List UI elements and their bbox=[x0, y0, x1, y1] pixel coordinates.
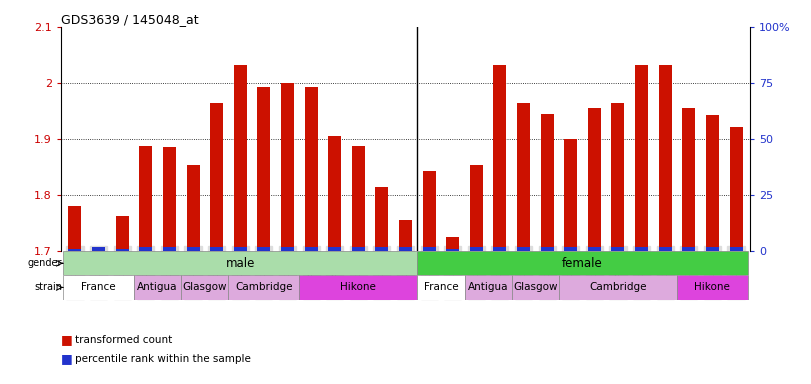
Bar bbox=[541, 247, 554, 251]
Bar bbox=[706, 115, 719, 251]
Bar bbox=[139, 146, 152, 251]
Text: gender: gender bbox=[28, 258, 62, 268]
Text: ■: ■ bbox=[61, 333, 72, 346]
Bar bbox=[588, 108, 601, 251]
Bar bbox=[682, 247, 695, 251]
Bar bbox=[512, 275, 559, 300]
Bar bbox=[92, 250, 105, 251]
Bar bbox=[564, 139, 577, 251]
Bar bbox=[63, 251, 418, 275]
Text: Cambridge: Cambridge bbox=[590, 283, 646, 293]
Bar bbox=[257, 247, 270, 251]
Bar bbox=[299, 275, 418, 300]
Bar bbox=[63, 275, 134, 300]
Bar bbox=[493, 247, 506, 251]
Bar bbox=[234, 247, 247, 251]
Text: percentile rank within the sample: percentile rank within the sample bbox=[75, 354, 251, 364]
Bar bbox=[559, 275, 677, 300]
Text: GDS3639 / 145048_at: GDS3639 / 145048_at bbox=[61, 13, 199, 26]
Bar bbox=[92, 247, 105, 251]
Bar bbox=[423, 171, 436, 251]
Bar bbox=[375, 187, 388, 251]
Text: Antigua: Antigua bbox=[468, 283, 508, 293]
Text: France: France bbox=[81, 283, 116, 293]
Bar bbox=[305, 247, 318, 251]
Bar bbox=[470, 166, 483, 251]
Text: transformed count: transformed count bbox=[75, 335, 172, 345]
Bar bbox=[352, 146, 365, 251]
Bar bbox=[659, 65, 672, 251]
Bar bbox=[281, 247, 294, 251]
Text: male: male bbox=[225, 257, 255, 270]
Bar bbox=[423, 247, 436, 251]
Bar bbox=[564, 247, 577, 251]
Bar bbox=[257, 87, 270, 251]
Bar bbox=[134, 275, 181, 300]
Bar bbox=[470, 247, 483, 251]
Bar bbox=[163, 247, 176, 251]
Text: Hikone: Hikone bbox=[341, 283, 376, 293]
Bar bbox=[187, 166, 200, 251]
Bar bbox=[730, 127, 743, 251]
Bar bbox=[517, 103, 530, 251]
Bar bbox=[677, 275, 748, 300]
Bar bbox=[465, 275, 512, 300]
Bar bbox=[68, 206, 81, 251]
Bar bbox=[635, 247, 648, 251]
Bar bbox=[517, 247, 530, 251]
Bar bbox=[139, 247, 152, 251]
Bar bbox=[328, 136, 341, 251]
Bar bbox=[68, 249, 81, 251]
Bar bbox=[305, 87, 318, 251]
Text: Glasgow: Glasgow bbox=[182, 283, 227, 293]
Bar bbox=[328, 247, 341, 251]
Bar bbox=[659, 247, 672, 251]
Text: Hikone: Hikone bbox=[694, 283, 731, 293]
Text: ■: ■ bbox=[61, 353, 72, 366]
Bar bbox=[446, 249, 459, 251]
Bar bbox=[375, 247, 388, 251]
Bar bbox=[116, 217, 129, 251]
Bar bbox=[706, 247, 719, 251]
Bar bbox=[281, 83, 294, 251]
Bar bbox=[210, 247, 223, 251]
Bar bbox=[541, 114, 554, 251]
Bar bbox=[187, 247, 200, 251]
Bar bbox=[635, 65, 648, 251]
Bar bbox=[418, 251, 748, 275]
Bar bbox=[682, 108, 695, 251]
Bar bbox=[588, 247, 601, 251]
Bar bbox=[352, 247, 365, 251]
Text: Glasgow: Glasgow bbox=[513, 283, 558, 293]
Bar bbox=[399, 247, 412, 251]
Bar bbox=[493, 65, 506, 251]
Bar bbox=[163, 147, 176, 251]
Bar bbox=[418, 275, 465, 300]
Text: female: female bbox=[562, 257, 603, 270]
Bar bbox=[181, 275, 229, 300]
Bar bbox=[210, 103, 223, 251]
Bar bbox=[399, 220, 412, 251]
Bar bbox=[116, 249, 129, 251]
Bar bbox=[446, 237, 459, 251]
Bar bbox=[730, 247, 743, 251]
Bar bbox=[229, 275, 299, 300]
Text: strain: strain bbox=[34, 283, 62, 293]
Text: Antigua: Antigua bbox=[137, 283, 178, 293]
Bar bbox=[234, 65, 247, 251]
Bar bbox=[611, 103, 624, 251]
Bar bbox=[611, 247, 624, 251]
Text: Cambridge: Cambridge bbox=[235, 283, 293, 293]
Text: France: France bbox=[423, 283, 458, 293]
